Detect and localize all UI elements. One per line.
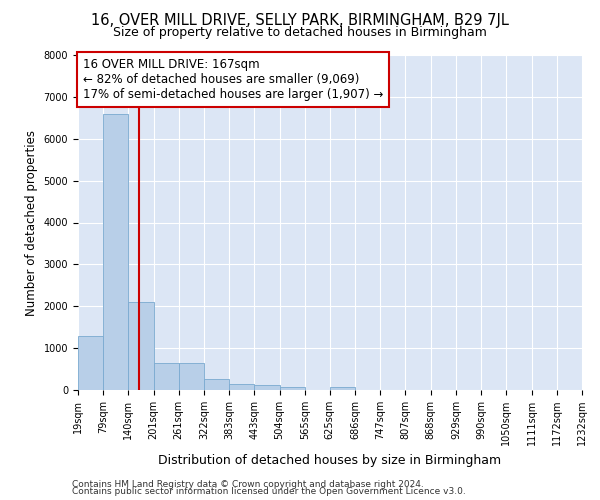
Bar (78, 336, 103, 390)
Bar (280, 388, 305, 390)
Bar (254, 386, 280, 390)
Bar (179, 363, 204, 390)
Text: Size of property relative to detached houses in Birmingham: Size of property relative to detached ho… (113, 26, 487, 39)
Bar (128, 302, 154, 390)
Text: Contains public sector information licensed under the Open Government Licence v3: Contains public sector information licen… (72, 488, 466, 496)
Text: 16 OVER MILL DRIVE: 167sqm
← 82% of detached houses are smaller (9,069)
17% of s: 16 OVER MILL DRIVE: 167sqm ← 82% of deta… (83, 58, 383, 102)
Bar (103, 114, 128, 390)
Y-axis label: Number of detached properties: Number of detached properties (25, 130, 38, 316)
Bar (330, 386, 355, 390)
Bar (154, 363, 179, 390)
Text: 16, OVER MILL DRIVE, SELLY PARK, BIRMINGHAM, B29 7JL: 16, OVER MILL DRIVE, SELLY PARK, BIRMING… (91, 12, 509, 28)
X-axis label: Distribution of detached houses by size in Birmingham: Distribution of detached houses by size … (158, 454, 502, 466)
Bar (229, 384, 254, 390)
Text: Contains HM Land Registry data © Crown copyright and database right 2024.: Contains HM Land Registry data © Crown c… (72, 480, 424, 489)
Bar (204, 379, 229, 390)
